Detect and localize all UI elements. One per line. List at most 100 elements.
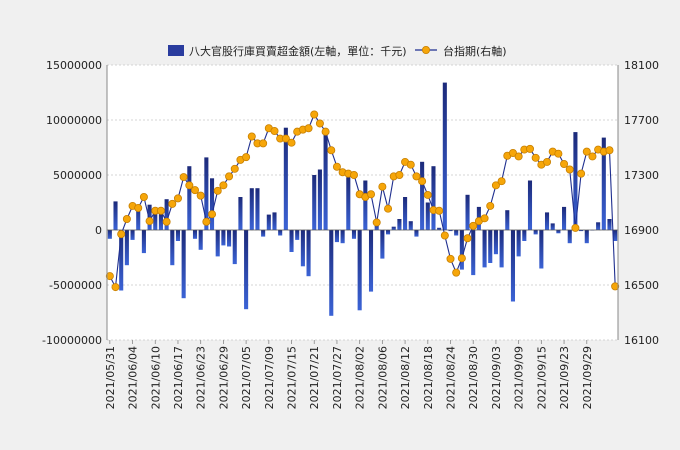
bar bbox=[249, 188, 254, 230]
line-marker bbox=[480, 214, 489, 223]
bar bbox=[278, 230, 283, 236]
bar bbox=[289, 230, 294, 252]
bar bbox=[346, 177, 351, 230]
right-tick-label: 16500 bbox=[624, 279, 659, 292]
bar bbox=[448, 230, 453, 232]
bar bbox=[493, 230, 498, 255]
right-tick-label: 17700 bbox=[624, 114, 659, 127]
line-marker bbox=[435, 206, 444, 215]
left-tick-label: 10000000 bbox=[46, 114, 102, 127]
bar bbox=[368, 230, 374, 292]
x-tick-label: 2021/09/03 bbox=[490, 346, 503, 409]
x-tick-label: 2021/09/23 bbox=[558, 346, 571, 409]
x-tick-label: 2021/08/24 bbox=[445, 346, 458, 409]
bar bbox=[141, 230, 146, 254]
bar bbox=[414, 230, 419, 237]
line-marker bbox=[168, 199, 177, 208]
bar bbox=[124, 230, 129, 266]
x-tick-label: 2021/05/31 bbox=[104, 346, 117, 409]
line-marker bbox=[440, 231, 449, 240]
line-marker bbox=[486, 201, 495, 210]
line-marker bbox=[213, 186, 222, 195]
x-tick-label: 2021/08/12 bbox=[399, 346, 412, 409]
line-marker bbox=[497, 177, 506, 186]
x-tick-label: 2021/06/10 bbox=[149, 346, 162, 409]
bar bbox=[567, 230, 572, 244]
bar bbox=[192, 230, 198, 239]
bar bbox=[482, 230, 487, 268]
bar bbox=[329, 230, 334, 316]
line-marker bbox=[122, 214, 131, 223]
line-marker bbox=[367, 190, 376, 199]
bar bbox=[527, 180, 533, 230]
bar bbox=[573, 132, 578, 230]
line-marker bbox=[281, 134, 290, 143]
bar bbox=[397, 219, 402, 230]
bar-series bbox=[107, 82, 618, 316]
line-marker bbox=[349, 170, 358, 179]
bar bbox=[556, 230, 561, 234]
bar bbox=[425, 202, 430, 230]
x-tick-label: 2021/09/29 bbox=[581, 346, 594, 409]
line-marker bbox=[202, 217, 211, 226]
x-tick-label: 2021/09/09 bbox=[513, 346, 526, 409]
x-axis: 2021/05/31 2021/06/04 2021/06/10 2021/06/17… bbox=[104, 340, 594, 409]
bar bbox=[431, 166, 436, 230]
line-marker bbox=[196, 191, 205, 200]
line-marker bbox=[418, 177, 427, 186]
left-tick-label: -5000000 bbox=[49, 279, 102, 292]
line-marker bbox=[582, 147, 591, 156]
line-marker bbox=[145, 217, 154, 226]
line-marker bbox=[208, 210, 217, 219]
bar bbox=[601, 137, 606, 230]
bar bbox=[499, 230, 504, 268]
left-tick-label: 0 bbox=[95, 224, 102, 237]
line-marker bbox=[191, 186, 200, 195]
line-marker bbox=[270, 127, 279, 136]
bar bbox=[357, 230, 362, 311]
bar bbox=[437, 227, 442, 230]
line-marker bbox=[310, 110, 319, 119]
bar bbox=[323, 133, 328, 230]
line-marker bbox=[525, 144, 534, 153]
x-tick-label: 2021/08/18 bbox=[422, 346, 435, 409]
bar bbox=[562, 206, 567, 230]
line-marker bbox=[219, 181, 228, 190]
bar bbox=[306, 230, 311, 277]
x-tick-label: 2021/06/29 bbox=[217, 346, 230, 409]
right-tick-label: 17300 bbox=[624, 169, 659, 182]
x-tick-label: 2021/07/09 bbox=[263, 346, 276, 409]
bar bbox=[386, 230, 391, 235]
x-tick-label: 2021/08/06 bbox=[376, 346, 389, 409]
plot-area bbox=[107, 65, 618, 340]
bar bbox=[584, 230, 589, 244]
bar bbox=[374, 223, 379, 230]
legend-bar-label: 八大官股行庫買賣超金額(左軸，單位：千元) bbox=[189, 44, 407, 58]
legend-bar-swatch bbox=[168, 45, 184, 56]
line-marker bbox=[105, 272, 114, 281]
x-tick-label: 2021/07/27 bbox=[331, 346, 344, 409]
bar bbox=[232, 230, 237, 265]
line-marker bbox=[491, 181, 500, 190]
bar bbox=[295, 230, 300, 240]
bar bbox=[579, 230, 584, 232]
line-marker bbox=[605, 146, 614, 155]
bar bbox=[465, 194, 470, 230]
bar bbox=[209, 178, 215, 230]
right-tick-label: 16100 bbox=[624, 334, 659, 347]
line-marker bbox=[423, 190, 432, 199]
line-marker bbox=[412, 172, 421, 181]
right-axis: 16100 16500 16900 17300 17700 18100 bbox=[624, 59, 659, 347]
left-tick-label: 5000000 bbox=[53, 169, 102, 182]
x-tick-label: 2021/09/15 bbox=[535, 346, 548, 409]
bar bbox=[181, 230, 186, 299]
bar bbox=[596, 222, 601, 230]
bar bbox=[283, 127, 288, 230]
right-tick-label: 16900 bbox=[624, 224, 659, 237]
line-marker bbox=[543, 157, 552, 166]
x-tick-label: 2021/06/23 bbox=[195, 346, 208, 409]
x-tick-label: 2021/06/04 bbox=[127, 346, 140, 409]
line-marker bbox=[247, 132, 256, 141]
bar bbox=[607, 219, 612, 230]
bar bbox=[153, 212, 158, 230]
